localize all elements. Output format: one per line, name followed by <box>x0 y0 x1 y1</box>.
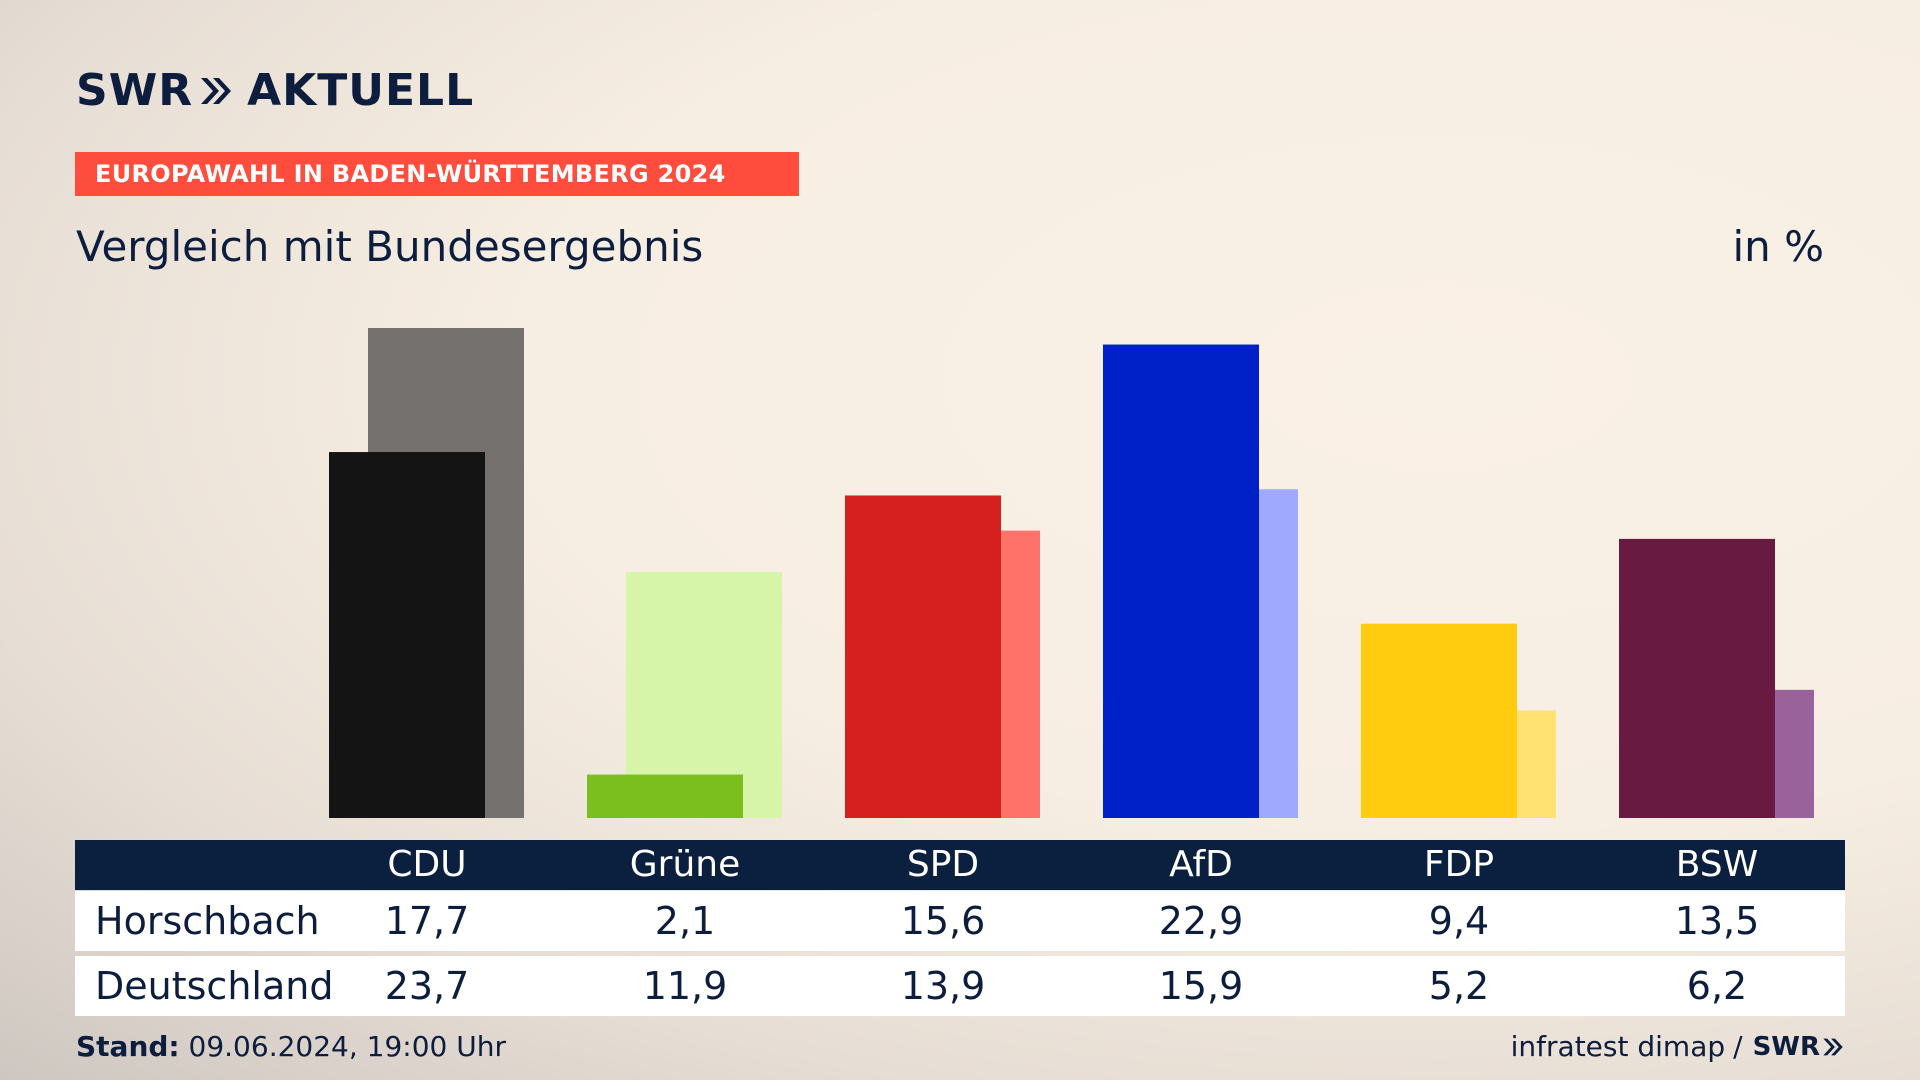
value-cell: 13,5 <box>1674 899 1760 943</box>
unit-label: in % <box>1732 222 1824 271</box>
table-row: Deutschland 23,7 11,9 13,9 15,9 5,2 6,2 <box>75 956 1845 1016</box>
stand-label: Stand: <box>76 1030 180 1063</box>
row-label: Deutschland <box>95 964 334 1008</box>
category-label: BSW <box>1675 844 1759 885</box>
value-cell: 13,9 <box>900 964 986 1008</box>
value-cell: 23,7 <box>384 964 470 1008</box>
double-chevron-icon <box>201 78 232 104</box>
value-cell: 11,9 <box>642 964 728 1008</box>
bar-horschbach-bsw <box>1619 538 1775 818</box>
footer-brand: SWR <box>1752 1031 1820 1062</box>
table-row: Horschbach 17,7 2,1 15,6 22,9 9,4 13,5 <box>75 891 1845 951</box>
election-banner: EUROPAWAHL IN BADEN-WÜRTTEMBERG 2024 <box>75 152 799 196</box>
bar-chart <box>329 328 1814 818</box>
value-cell: 2,1 <box>654 899 716 943</box>
category-label: FDP <box>1423 844 1495 885</box>
double-chevron-icon <box>1823 1038 1843 1055</box>
source-separator: / <box>1733 1030 1743 1063</box>
bar-horschbach-spd <box>845 495 1001 818</box>
value-cell: 17,7 <box>384 899 470 943</box>
value-cell: 22,9 <box>1158 899 1244 943</box>
swr-aktuell-logo: SWR AKTUELL <box>76 66 474 116</box>
source-credit: infratest dimap / SWR <box>1511 1030 1844 1063</box>
category-label: Grüne <box>629 844 741 885</box>
logo-text-swr: SWR <box>76 65 194 116</box>
table-header: CDU Grüne SPD AfD FDP BSW <box>75 840 1845 890</box>
category-label: CDU <box>387 844 467 885</box>
value-cell: 15,9 <box>1158 964 1244 1008</box>
stand-value: 09.06.2024, 19:00 Uhr <box>188 1030 506 1063</box>
value-cell: 15,6 <box>900 899 986 943</box>
chart-subtitle: Vergleich mit Bundesergebnis <box>76 222 704 271</box>
row-label: Horschbach <box>95 899 320 943</box>
value-cell: 5,2 <box>1428 964 1490 1008</box>
bar-horschbach-cdu <box>329 452 485 818</box>
bar-horschbach-fdp <box>1361 623 1517 818</box>
source-label: infratest dimap <box>1510 1030 1726 1063</box>
timestamp: Stand: 09.06.2024, 19:00 Uhr <box>76 1030 506 1063</box>
category-label: SPD <box>906 844 980 885</box>
value-cell: 9,4 <box>1428 899 1490 943</box>
bar-horschbach-afd <box>1103 344 1259 818</box>
value-cell: 6,2 <box>1686 964 1748 1008</box>
bar-horschbach-grüne <box>587 774 743 818</box>
category-label: AfD <box>1169 844 1233 885</box>
logo-text-aktuell: AKTUELL <box>247 65 475 116</box>
